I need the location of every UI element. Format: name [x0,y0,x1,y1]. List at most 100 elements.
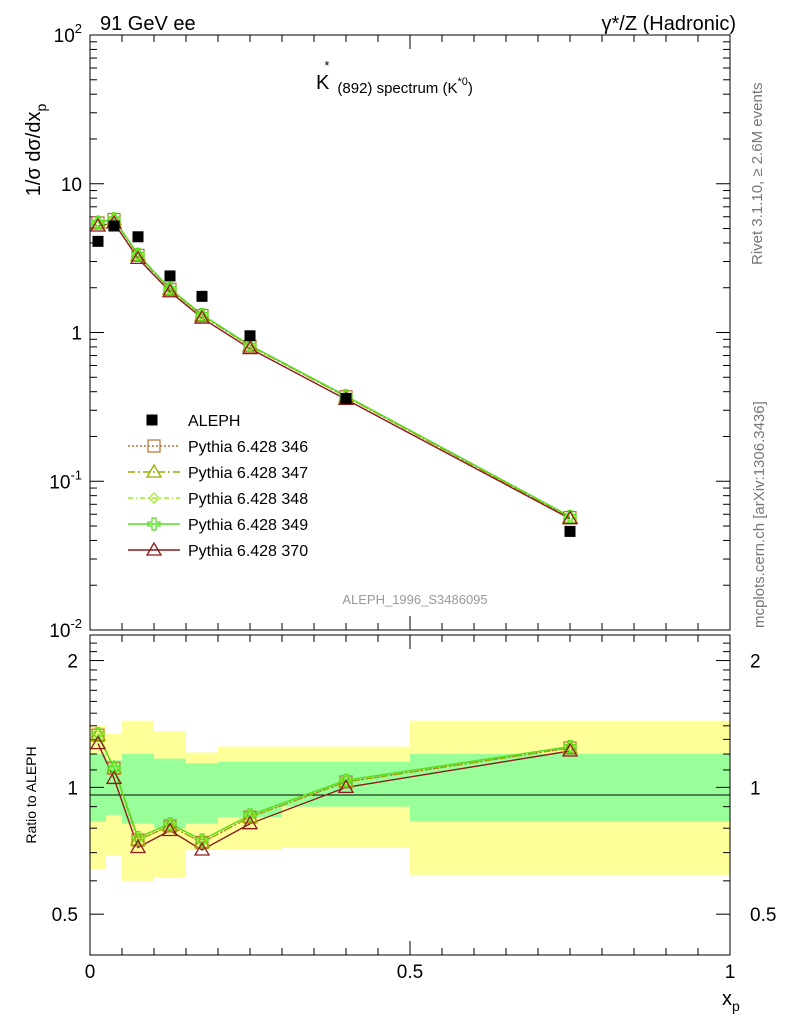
main-y-tick-exponent: -1 [70,467,82,482]
x-tick-label: 0 [85,962,96,983]
x-tick-label: 0.5 [397,962,423,983]
legend-marker [145,463,163,478]
main-y-tick-label: 10-2 [49,616,82,642]
main-series-point [195,307,209,322]
plot-title: K* (892) spectrum (K*0) [316,58,473,97]
ratio-y-tick-label: 2 [67,652,78,673]
legend-label: Pythia 6.428 349 [188,517,308,534]
main-series-point [129,250,147,265]
ratio-series-line [97,743,571,851]
legend-marker [147,439,161,453]
aleph-data-point [92,235,104,247]
inner-band-bin [410,754,730,822]
ratio-y-axis-label: Ratio to ALEPH [23,746,39,843]
plot-title-sup: * [324,58,329,73]
aleph-data-point [244,330,256,342]
ratio-y-tick-label: 0.5 [52,905,78,926]
x-axis-label-sub: p [732,998,740,1014]
x-axis-label-text: x [722,988,732,1010]
ratio-series-point [193,841,211,856]
ratio-frame [89,634,731,956]
legend-marker [148,492,160,504]
ratio-series-point [161,822,179,837]
aleph-data-point [108,220,120,232]
ratio-uncertainty-bands [90,720,730,881]
x-axis-label: xp [722,988,740,1014]
ratio-series-point [129,839,147,854]
ratio-series-point [561,742,579,757]
main-y-tick-label: 102 [54,21,82,47]
main-series-lines [97,218,571,520]
main-y-tick-label: 1 [71,324,82,345]
main-series-point [91,215,105,229]
ratio-panel: 0.5 0.51 12 2 0 0.5 1 Ratio to ALEPH xp [23,634,777,1014]
ratio-x-tick-labels: 0 0.5 1 [85,962,736,983]
main-series-markers [89,211,579,525]
ratio-series-point [337,779,355,794]
legend-label: Pythia 6.428 346 [188,439,308,456]
main-y-tick-label: 10 [61,175,82,196]
mcplots-label: mcplots.cern.ch [arXiv:1306.3436] [751,401,768,628]
header-process: γ*/Z (Hadronic) [602,13,736,35]
main-y-tick-base: 10 [49,472,70,493]
ratio-series-point [241,815,259,830]
aleph-data-point [196,290,208,302]
main-series-point [241,340,259,355]
ratio-y-tick-labels: 0.5 0.5 1 1 2 2 [52,652,777,927]
inner-band-bin [154,758,186,829]
main-y-tick-label: 10-1 [49,467,82,493]
legend-marker [147,517,161,531]
aleph-data-points [92,220,576,537]
main-frame [89,34,731,631]
analysis-id: ALEPH_1996_S3486095 [342,592,487,607]
legend-label: Pythia 6.428 348 [188,491,308,508]
main-series-point [193,309,211,324]
main-y-axis-label: 1/σ dσ/dxp [23,104,49,197]
ratio-series-point [339,773,353,787]
main-series-point [131,247,145,261]
main-series-point [243,338,257,352]
main-series-line [97,218,571,519]
legend-label-aleph: ALEPH [188,413,240,430]
main-series-point [161,283,179,298]
main-y-tick-exponent: 2 [75,21,82,36]
aleph-data-point [164,270,176,282]
plot-title-subsup: *0 [457,76,467,88]
aleph-data-point [564,525,576,537]
ratio-series-lines [97,733,571,851]
inner-band-bin [282,761,410,807]
ratio-y-tick-label-right: 1 [750,778,761,799]
legend: ALEPH Pythia 6.428 346 Pythia 6.428 347 Pyt… [128,413,308,560]
legend-marker-aleph [146,414,158,426]
ratio-y-tick-label-right: 0.5 [750,905,776,926]
header-energy: 91 GeV ee [100,13,196,35]
plot-title-main: K [316,72,330,94]
main-y-axis-label-text: 1/σ dσ/dx [23,112,45,197]
legend-marker [145,541,163,556]
aleph-data-point [132,231,144,243]
legend-label: Pythia 6.428 347 [188,465,308,482]
legend-label: Pythia 6.428 370 [188,543,308,560]
ratio-series-point [89,735,107,750]
ratio-series-point [563,739,577,754]
main-y-tick-exponent: -2 [70,616,82,631]
main-axis-ticks [89,34,731,631]
main-y-tick-base: 10 [54,26,75,47]
main-y-tick-base: 10 [49,621,70,642]
ratio-y-tick-label: 1 [67,778,78,799]
aleph-data-point [340,393,352,404]
rivet-version-label: Rivet 3.1.10, ≥ 2.6M events [749,83,766,266]
main-series-point [89,217,107,232]
inner-band-bin [186,763,218,824]
ratio-series-line [97,733,571,841]
x-tick-label: 1 [725,962,736,983]
ratio-y-tick-label-right: 2 [750,652,761,673]
main-series-line [97,222,571,520]
ratio-series-point [163,817,177,831]
inner-band-bin [122,754,154,824]
ratio-series-point [105,770,123,785]
main-series-point [561,510,579,525]
